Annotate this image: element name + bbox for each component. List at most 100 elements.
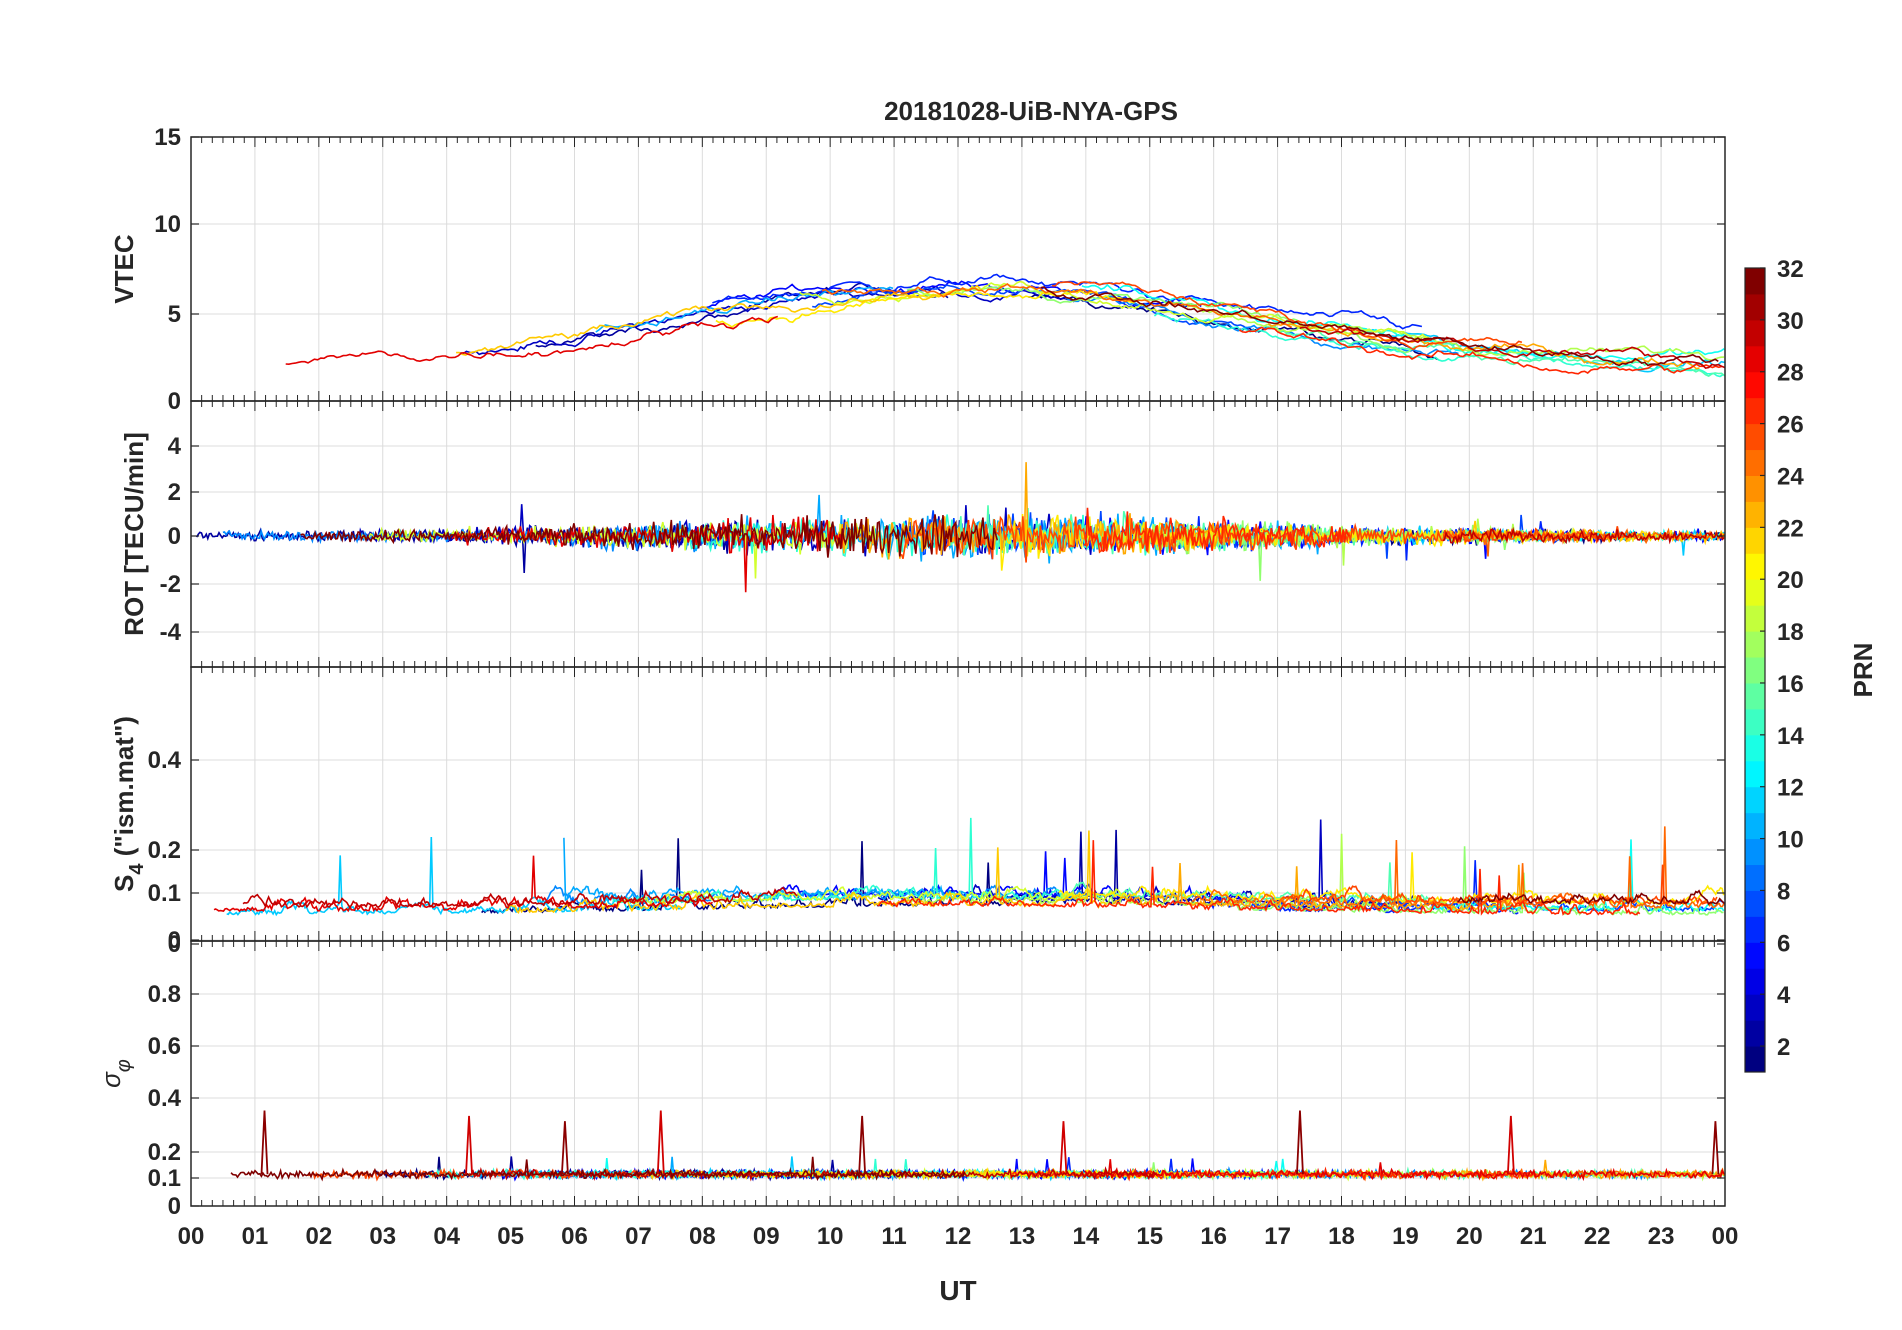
colorbar-tick-label: 2: [1777, 1034, 1790, 1061]
sigma-ytick-label: 0.6: [148, 1033, 181, 1060]
sigma-spike: [1059, 1121, 1068, 1175]
vtec-series-prn-26: [1052, 281, 1523, 351]
vtec-series-prn-22: [456, 284, 981, 356]
x-tick-label: 15: [1136, 1223, 1163, 1250]
sigma-ytick-label: 0.4: [148, 1085, 182, 1112]
colorbar-tick-label: 28: [1777, 360, 1804, 387]
s4-series-prn-25: [1191, 826, 1725, 909]
sigma-series-group: [230, 1110, 1725, 1182]
panel-s4: 00 0.1 0.2 0.4S4 ("ism.mat"): [109, 666, 1726, 958]
vtec-series-prn-25: [821, 283, 1293, 329]
rot-ytick-label: 4: [168, 433, 182, 460]
sigma-series-prn-29: [1084, 1159, 1725, 1182]
vtec-series-prn-32: [1040, 286, 1719, 367]
colorbar-segment: [1745, 994, 1765, 1021]
colorbar-segment: [1745, 397, 1765, 425]
vtec-series-prn-3: [459, 285, 1091, 356]
x-tick-label: 06: [561, 1223, 588, 1250]
x-tick-label: 04: [433, 1223, 460, 1250]
colorbar-segment: [1745, 708, 1765, 736]
s4-series-prn-27: [877, 840, 1641, 916]
vtec-ytick-label: 15: [154, 124, 181, 151]
x-tick-label: 13: [1009, 1223, 1036, 1250]
colorbar-segment: [1745, 760, 1765, 788]
rot-ytick-label: 0: [168, 523, 181, 550]
colorbar-tick-label: 6: [1777, 930, 1790, 957]
vtec-ytick-label: 0: [168, 388, 181, 415]
colorbar-tick-label: 22: [1777, 515, 1804, 542]
colorbar-segment: [1745, 786, 1765, 814]
colorbar-tick-label: 30: [1777, 308, 1804, 335]
x-axis-label: UT: [939, 1275, 976, 1306]
colorbar-segment: [1745, 942, 1765, 969]
rot-series-prn-32: [300, 514, 999, 558]
sigma-spike: [1296, 1110, 1304, 1175]
colorbar-segment: [1745, 423, 1765, 451]
vtec-series-group: [285, 273, 1725, 378]
colorbar-label: PRN: [1848, 643, 1878, 698]
colorbar-segment: [1745, 734, 1765, 762]
s4-series-prn-32: [1457, 889, 1725, 906]
x-tick-label: 01: [242, 1223, 269, 1250]
colorbar-segment: [1745, 916, 1765, 943]
sigma-series-prn-32: [230, 1156, 966, 1182]
colorbar-segment: [1745, 345, 1765, 373]
sigma-spike: [858, 1115, 867, 1175]
vtec-series-prn-10: [595, 286, 894, 333]
x-tick-label: 03: [369, 1223, 396, 1250]
colorbar-segment: [1745, 501, 1765, 528]
panel-sigma: 00.10.2 0.4 0.6 0.8 σφ: [96, 940, 1726, 1220]
colorbar-segment: [1745, 890, 1765, 917]
colorbar-segment: [1745, 579, 1765, 606]
colorbar-segment: [1745, 812, 1765, 840]
x-axis: 00 01 02 03 04 05 06 07 08 09 10 11 12 13 14 15 16 17 18 19…: [178, 1223, 1739, 1250]
sigma-y-axis-label: σφ: [96, 1059, 135, 1088]
colorbar-tick-label: 20: [1777, 567, 1804, 594]
colorbar-segment: [1745, 657, 1765, 684]
x-tick-label: 05: [497, 1223, 524, 1250]
colorbar-segment: [1745, 293, 1765, 321]
colorbar-tick-label: 26: [1777, 412, 1804, 439]
colorbar-tick-label: 10: [1777, 827, 1804, 854]
s4-series-prn-15: [1060, 862, 1429, 904]
colorbar-segment: [1745, 1046, 1765, 1073]
sigma-ytick-label: 0: [168, 1193, 181, 1220]
colorbar-tick-label: 16: [1777, 671, 1804, 698]
colorbar-segment: [1745, 319, 1765, 347]
panel-rot: -4 -2 0 2 4 ROT [TECU/min]: [119, 400, 1726, 668]
x-tick-label: 14: [1072, 1223, 1099, 1250]
rot-ytick-label: -2: [160, 571, 181, 598]
vtec-series-prn-18: [1186, 303, 1725, 361]
sigma-spike: [1711, 1121, 1720, 1175]
x-tick-label: 08: [689, 1223, 716, 1250]
sigma-ytick-label: 0.8: [148, 981, 181, 1008]
x-tick-label: 17: [1264, 1223, 1291, 1250]
x-tick-label: 23: [1648, 1223, 1675, 1250]
colorbar-segment: [1745, 1020, 1765, 1047]
colorbar-segment: [1745, 371, 1765, 399]
vtec-ytick-label: 5: [168, 301, 181, 328]
s4-series-prn-14: [612, 817, 1082, 905]
sigma-ytick-label: 0.1: [148, 1165, 181, 1192]
vtec-series-prn-21: [715, 289, 1135, 328]
colorbar-tick-label: 24: [1777, 463, 1804, 490]
colorbar-segment: [1745, 553, 1765, 580]
sigma-spike: [561, 1121, 569, 1175]
vtec-ytick-label: 10: [154, 211, 181, 238]
x-tick-label: 19: [1392, 1223, 1419, 1250]
colorbar-segment: [1745, 968, 1765, 995]
s4-series-prn-23: [1112, 862, 1524, 912]
colorbar-segment: [1745, 631, 1765, 658]
colorbar-segment: [1745, 864, 1765, 891]
rot-series-prn-29: [451, 514, 844, 593]
colorbar-segment: [1745, 838, 1765, 866]
colorbar-segment: [1745, 475, 1765, 502]
sigma-spike: [465, 1115, 473, 1175]
sigma-axes-box: [190, 940, 1726, 1207]
s4-series-group: [213, 817, 1725, 917]
x-tick-label: 00: [178, 1223, 205, 1250]
colorbar-segment: [1745, 449, 1765, 476]
x-tick-label: 02: [305, 1223, 332, 1250]
s4-series-prn-11: [226, 836, 683, 917]
